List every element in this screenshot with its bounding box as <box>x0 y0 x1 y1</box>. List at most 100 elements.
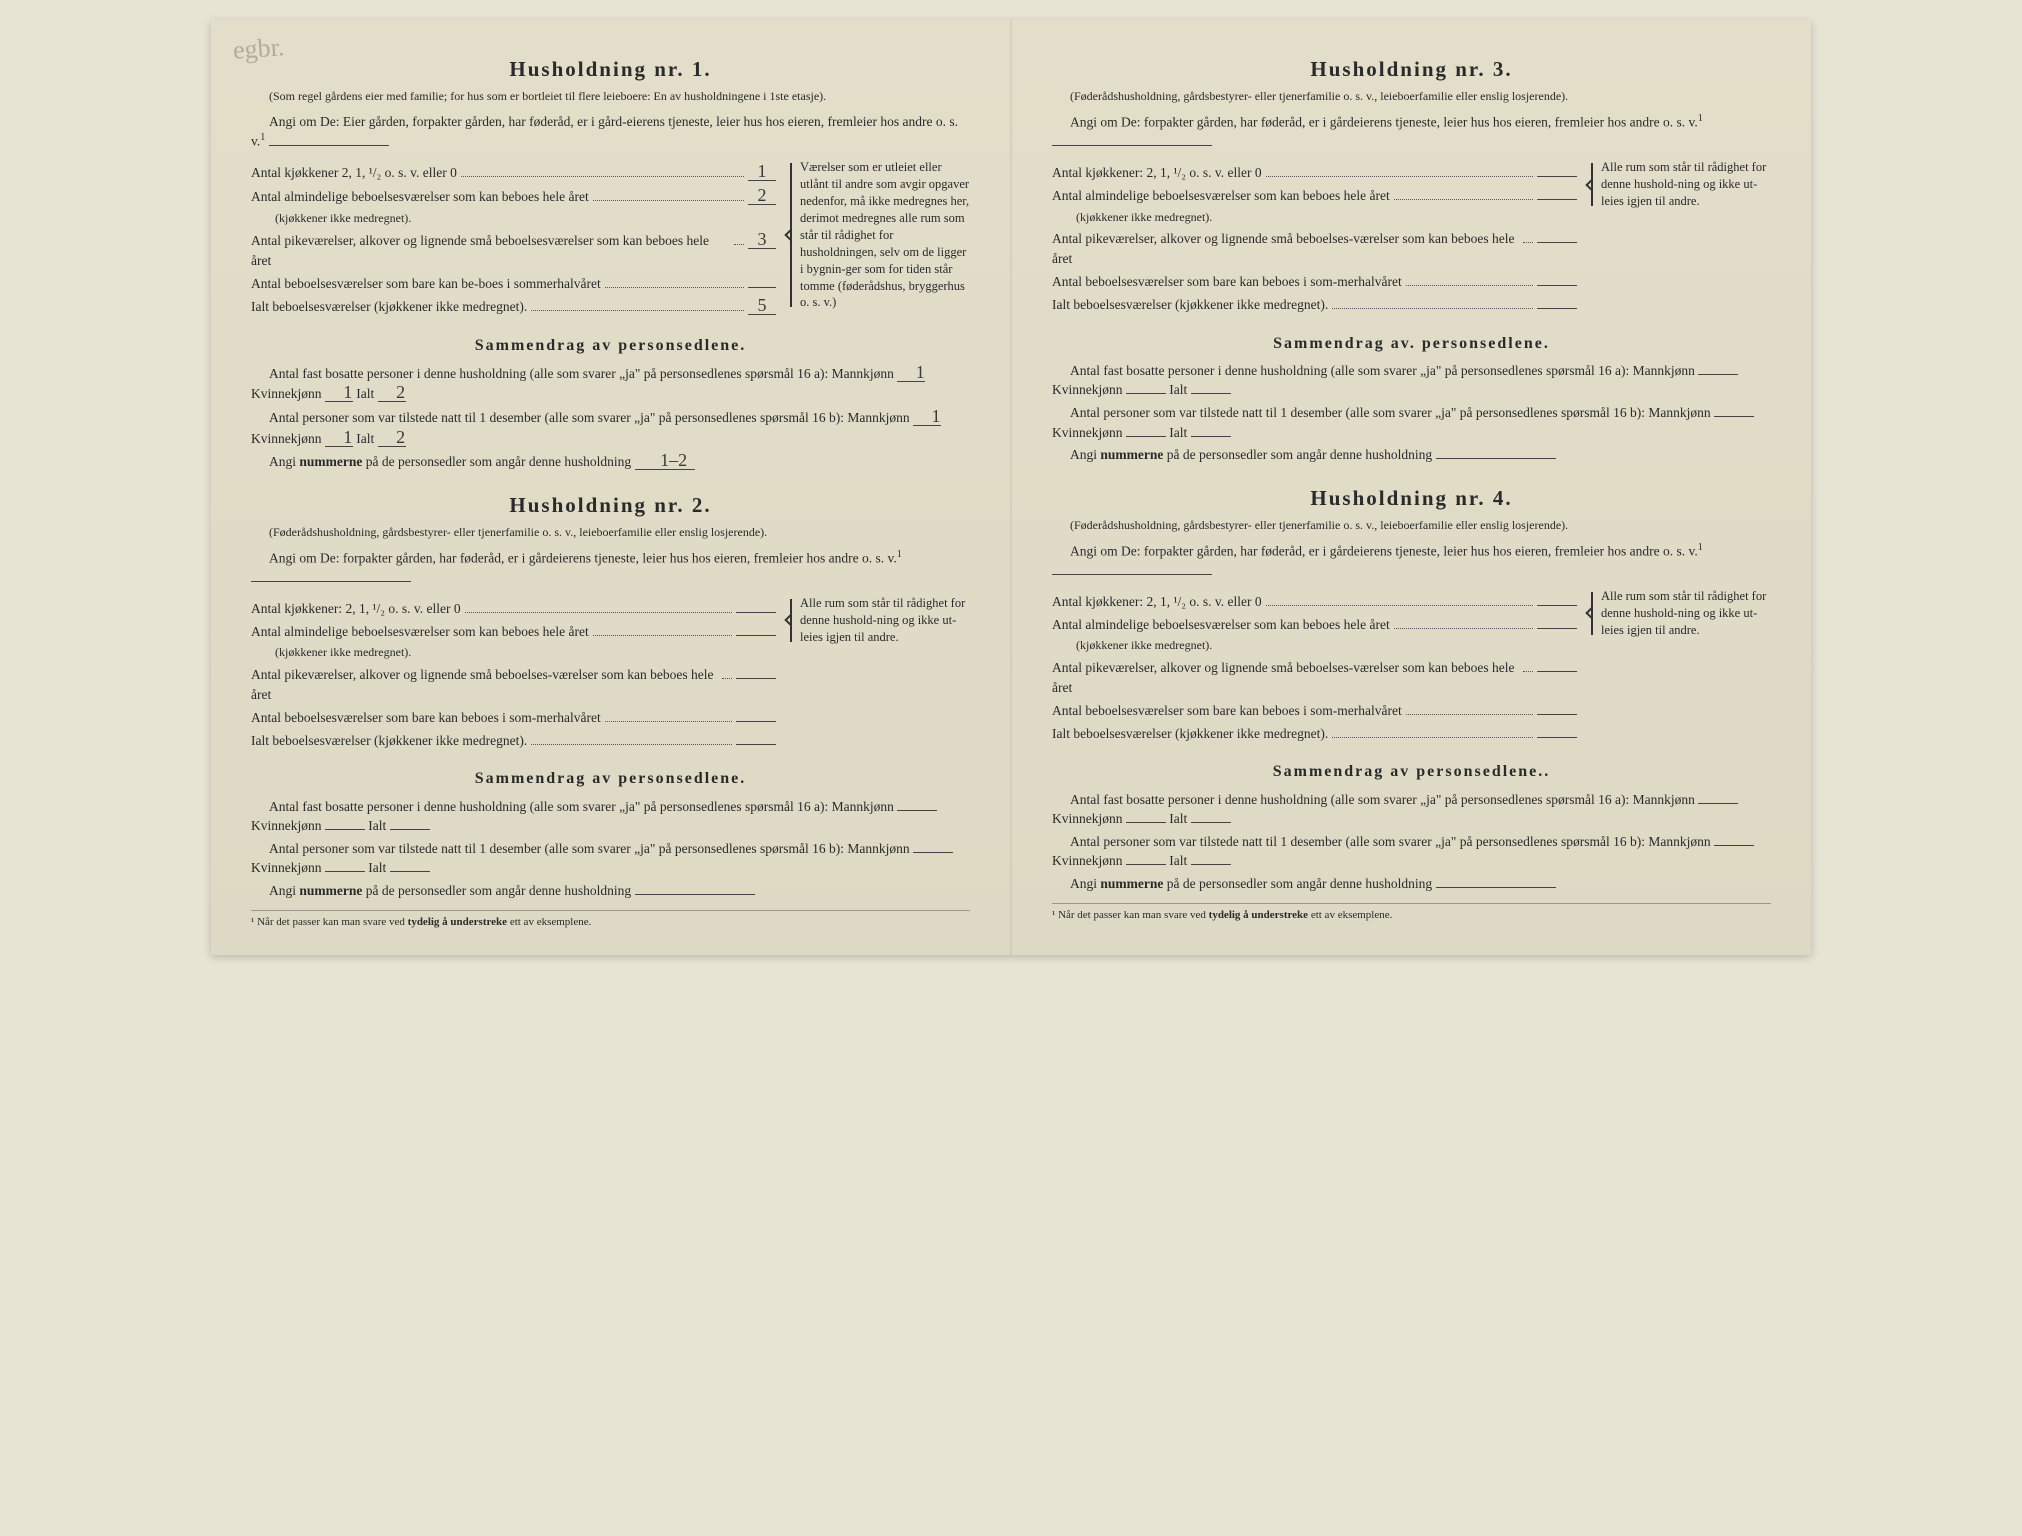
kitchens-value <box>736 612 776 613</box>
room-row-2: Antal pikeværelser, alkover og lignende … <box>251 230 776 270</box>
nummerne-label: Angi nummerne på de personsedler som ang… <box>269 883 631 898</box>
total-label: Ialt beboelsesværelser (kjøkkener ikke m… <box>1052 724 1328 744</box>
section-1: Husholdning nr. 1. (Som regel gårdens ei… <box>251 54 970 472</box>
margin-note: Alle rum som står til rådighet for denne… <box>1591 588 1771 639</box>
ialt-label: Ialt <box>1169 811 1187 826</box>
ialt-label: Ialt <box>356 386 374 401</box>
room-label: Antal almindelige beboelsesværelser som … <box>251 622 589 642</box>
total-label: Ialt beboelsesværelser (kjøkkener ikke m… <box>251 731 527 751</box>
room-sublabel: (kjøkkener ikke medregnet). <box>1052 209 1577 226</box>
document-spread: egbr. Husholdning nr. 1. (Som regel gård… <box>211 20 1811 955</box>
brace-icon <box>1587 588 1597 639</box>
ialt-value: 2 <box>378 383 406 402</box>
section-subtitle: (Føderådshusholdning, gårdsbestyrer- ell… <box>1052 88 1771 105</box>
total-row: Ialt beboelsesværelser (kjøkkener ikke m… <box>251 296 776 317</box>
room-row-3: Antal beboelsesværelser som bare kan beb… <box>251 707 776 727</box>
kvinne-label: Kvinnekjønn <box>1052 853 1123 868</box>
angi-sup: 1 <box>260 132 265 143</box>
margin-note: Alle rum som står til rådighet for denne… <box>1591 159 1771 210</box>
summary-text: Antal fast bosatte personer i denne hush… <box>269 366 894 381</box>
room-sublabel: (kjøkkener ikke medregnet). <box>251 210 776 227</box>
brace-icon <box>1587 159 1597 210</box>
margin-note-text: Alle rum som står til rådighet for denne… <box>1601 589 1766 637</box>
room-label: Antal beboelsesværelser som bare kan beb… <box>251 708 601 728</box>
kvinne-label: Kvinnekjønn <box>251 386 322 401</box>
angi-prefix: Angi om De: <box>1070 543 1141 558</box>
room-value <box>1537 285 1577 286</box>
nummerne-value: 1–2 <box>635 451 695 470</box>
footnote: ¹ Når det passer kan man svare ved tydel… <box>1052 903 1771 924</box>
total-value <box>1537 737 1577 738</box>
room-row-2: Antal pikeværelser, alkover og lignende … <box>1052 229 1577 269</box>
kitchens-row: Antal kjøkkener: 2, 1, ¹/₂ o. s. v. elle… <box>1052 591 1577 611</box>
kvinne-value <box>1126 393 1166 394</box>
kvinne-value <box>325 871 365 872</box>
section-subtitle: (Føderådshusholdning, gårdsbestyrer- ell… <box>251 524 970 541</box>
rooms-left: Antal kjøkkener: 2, 1, ¹/₂ o. s. v. elle… <box>251 595 776 753</box>
kvinne-label: Kvinnekjønn <box>251 860 322 875</box>
kvinne-value <box>325 829 365 830</box>
summary-line-2: Antal personer som var tilstede natt til… <box>1052 403 1771 442</box>
kitchens-row: Antal kjøkkener: 2, 1, ¹/₂ o. s. v. elle… <box>251 598 776 618</box>
mann-value <box>913 852 953 853</box>
angi-sup: 1 <box>897 549 902 560</box>
kvinne-label: Kvinnekjønn <box>251 818 322 833</box>
kitchens-value <box>1537 605 1577 606</box>
margin-note-text: Værelser som er utleiet eller utlånt til… <box>800 160 969 309</box>
room-sublabel: (kjøkkener ikke medregnet). <box>251 644 776 661</box>
mann-value <box>1714 845 1754 846</box>
nummerne-label: Angi nummerne på de personsedler som ang… <box>1070 447 1432 462</box>
footnote-marker: ¹ <box>251 916 254 928</box>
room-value: 2 <box>748 186 776 205</box>
room-row-2: Antal pikeværelser, alkover og lignende … <box>1052 658 1577 698</box>
brace-icon <box>786 595 796 646</box>
angi-prefix: Angi om De: <box>269 550 340 565</box>
angi-line: Angi om De: forpakter gården, har føderå… <box>251 548 970 588</box>
kvinne-value: 1 <box>325 428 353 447</box>
section-subtitle: (Som regel gårdens eier med familie; for… <box>251 88 970 105</box>
room-label: Antal beboelsesværelser som bare kan be-… <box>251 274 601 294</box>
room-value <box>1537 242 1577 243</box>
rooms-block: Antal kjøkkener: 2, 1, ¹/₂ o. s. v. elle… <box>1052 159 1771 317</box>
mann-value <box>1698 374 1738 375</box>
room-value <box>736 721 776 722</box>
ialt-label: Ialt <box>356 431 374 446</box>
ialt-value <box>1191 822 1231 823</box>
room-row-3: Antal beboelsesværelser som bare kan be-… <box>251 273 776 293</box>
kvinne-label: Kvinnekjønn <box>251 431 322 446</box>
room-label: Antal pikeværelser, alkover og lignende … <box>251 665 718 704</box>
room-label: Antal almindelige beboelsesværelser som … <box>1052 615 1390 635</box>
margin-note-text: Alle rum som står til rådighet for denne… <box>800 596 965 644</box>
summary-line-1: Antal fast bosatte personer i denne hush… <box>1052 790 1771 829</box>
mann-value <box>1714 416 1754 417</box>
room-value <box>1537 199 1577 200</box>
rooms-block: Antal kjøkkener 2, 1, ¹/₂ o. s. v. eller… <box>251 159 970 319</box>
room-label: Antal beboelsesværelser som bare kan beb… <box>1052 701 1402 721</box>
dots <box>461 163 744 178</box>
mann-value <box>1698 803 1738 804</box>
room-label: Antal almindelige beboelsesværelser som … <box>1052 186 1390 206</box>
room-label: Antal pikeværelser, alkover og lignende … <box>1052 658 1519 697</box>
footnote-text: Når det passer kan man svare ved tydelig… <box>1058 909 1392 921</box>
summary-heading: Sammendrag av personsedlene. <box>251 767 970 790</box>
room-label: Antal almindelige beboelsesværelser som … <box>251 187 589 207</box>
angi-line: Angi om De: forpakter gården, har føderå… <box>1052 541 1771 581</box>
nummerne-value <box>1436 887 1556 888</box>
footnote-marker: ¹ <box>1052 909 1055 921</box>
section-2: Husholdning nr. 2. (Føderådshusholdning,… <box>251 490 970 901</box>
ialt-value: 2 <box>378 428 406 447</box>
summary-line-2: Antal personer som var tilstede natt til… <box>1052 832 1771 871</box>
kitchens-label: Antal kjøkkener: 2, 1, ¹/₂ o. s. v. elle… <box>1052 592 1262 612</box>
total-label: Ialt beboelsesværelser (kjøkkener ikke m… <box>1052 295 1328 315</box>
section-subtitle: (Føderådshusholdning, gårdsbestyrer- ell… <box>1052 517 1771 534</box>
margin-note: Alle rum som står til rådighet for denne… <box>790 595 970 646</box>
summary-text: Antal personer som var tilstede natt til… <box>269 841 910 856</box>
angi-text: forpakter gården, har føderåd, er i gård… <box>1144 114 1698 129</box>
rooms-left: Antal kjøkkener: 2, 1, ¹/₂ o. s. v. elle… <box>1052 588 1577 746</box>
room-sublabel: (kjøkkener ikke medregnet). <box>1052 637 1577 654</box>
nummerne-label: Angi nummerne på de personsedler som ang… <box>269 454 631 469</box>
nummerne-label: Angi nummerne på de personsedler som ang… <box>1070 876 1432 891</box>
summary-text: Antal fast bosatte personer i denne hush… <box>1070 363 1695 378</box>
total-label: Ialt beboelsesværelser (kjøkkener ikke m… <box>251 297 527 317</box>
rooms-left: Antal kjøkkener 2, 1, ¹/₂ o. s. v. eller… <box>251 159 776 319</box>
